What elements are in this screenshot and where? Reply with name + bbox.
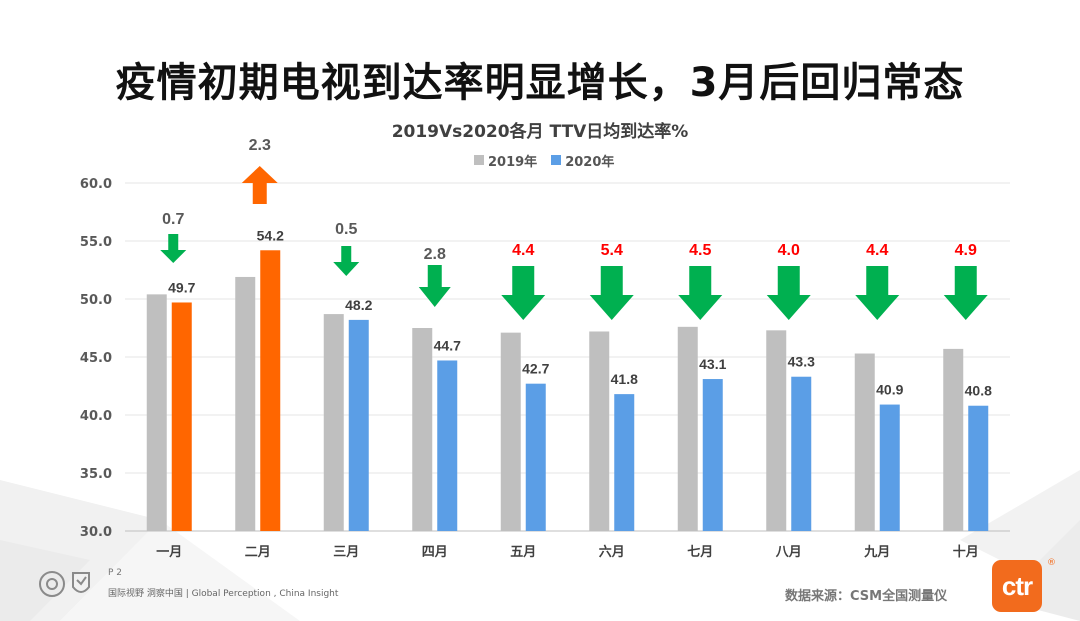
legend-item-2020: 2020年 bbox=[551, 151, 614, 170]
bar-2020 bbox=[171, 302, 192, 531]
bar-2020 bbox=[525, 383, 546, 531]
y-tick-label: 40.0 bbox=[80, 409, 112, 424]
x-tick-label: 一月 bbox=[156, 545, 182, 560]
data-label: 44.7 bbox=[434, 337, 461, 353]
data-label: 40.8 bbox=[965, 383, 992, 399]
data-label: 54.2 bbox=[257, 227, 284, 243]
x-tick-label: 二月 bbox=[245, 545, 271, 560]
bar-2019 bbox=[677, 326, 698, 531]
y-tick-label: 30.0 bbox=[80, 525, 112, 540]
arrow-down-icon bbox=[766, 266, 811, 320]
arrow-up-icon bbox=[241, 166, 278, 204]
arrow-down-icon bbox=[501, 266, 546, 320]
arrow-down-icon bbox=[589, 266, 634, 320]
x-tick-label: 九月 bbox=[863, 545, 890, 560]
x-tick-label: 七月 bbox=[687, 545, 713, 560]
page-number: P 2 bbox=[108, 568, 123, 578]
data-label: 49.7 bbox=[168, 279, 195, 295]
x-tick-label: 六月 bbox=[599, 544, 625, 560]
change-label: 2.3 bbox=[249, 137, 271, 154]
certification-logo bbox=[39, 571, 90, 597]
data-label: 48.2 bbox=[345, 297, 372, 313]
change-label: 4.4 bbox=[512, 242, 534, 259]
bar-2020 bbox=[260, 250, 281, 531]
bar-2019 bbox=[323, 314, 344, 531]
data-label: 40.9 bbox=[876, 382, 903, 398]
arrow-down-icon bbox=[160, 234, 187, 263]
footer-slogan: 国际视野 洞察中国 | Global Perception , China In… bbox=[108, 589, 339, 599]
arrow-down-icon bbox=[418, 265, 451, 307]
bar-2019 bbox=[766, 330, 787, 531]
chart-legend: 2019年 2020年 bbox=[474, 151, 614, 170]
legend-label-2020: 2020年 bbox=[565, 154, 615, 170]
change-label: 4.0 bbox=[778, 242, 800, 259]
legend-swatch-2019 bbox=[474, 155, 484, 165]
arrow-down-icon bbox=[943, 266, 988, 320]
change-label: 0.7 bbox=[162, 211, 184, 228]
bar-2019 bbox=[500, 332, 521, 531]
chart-title: 2019Vs2020各月 TTV日均到达率% bbox=[391, 122, 689, 142]
bar-2019 bbox=[943, 348, 964, 531]
change-label: 4.4 bbox=[866, 242, 888, 259]
change-label: 2.8 bbox=[424, 246, 446, 263]
arrow-down-icon bbox=[678, 266, 723, 320]
data-label: 43.3 bbox=[788, 354, 815, 370]
change-label: 4.5 bbox=[689, 242, 711, 259]
bar-2020 bbox=[791, 376, 812, 531]
legend-swatch-2020 bbox=[551, 155, 562, 165]
arrow-down-icon bbox=[333, 246, 360, 276]
registered-mark: ® bbox=[1047, 558, 1056, 568]
bar-2020 bbox=[614, 394, 635, 531]
y-tick-label: 45.0 bbox=[80, 351, 112, 366]
ctr-logo: ctr bbox=[992, 560, 1042, 612]
bar-2019 bbox=[412, 328, 433, 531]
bar-2020 bbox=[437, 360, 458, 531]
y-tick-label: 50.0 bbox=[80, 293, 112, 308]
x-tick-label: 四月 bbox=[422, 545, 448, 560]
x-tick-label: 十月 bbox=[953, 544, 979, 560]
bar-2020 bbox=[968, 405, 989, 531]
bar-2019 bbox=[854, 353, 875, 531]
change-label: 5.4 bbox=[601, 242, 623, 259]
data-label: 42.7 bbox=[522, 361, 549, 377]
brand-text: ctr bbox=[1001, 570, 1033, 601]
page-title: 疫情初期电视到达率明显增长，3月后回归常态 bbox=[115, 60, 965, 106]
bar-2019 bbox=[589, 331, 610, 531]
y-tick-label: 55.0 bbox=[80, 235, 112, 250]
bar-2019 bbox=[146, 294, 167, 531]
x-tick-label: 三月 bbox=[333, 545, 359, 560]
y-tick-label: 35.0 bbox=[80, 467, 112, 482]
legend-item-2019: 2019年 bbox=[474, 151, 537, 170]
x-tick-label: 五月 bbox=[510, 545, 536, 560]
bar-2020 bbox=[702, 379, 723, 531]
data-label: 41.8 bbox=[611, 371, 638, 387]
bar-2019 bbox=[235, 276, 256, 531]
data-source: 数据来源：CSM全国测量仪 bbox=[785, 589, 948, 604]
x-tick-label: 八月 bbox=[775, 545, 802, 560]
change-label: 0.5 bbox=[335, 221, 357, 238]
data-label: 43.1 bbox=[699, 356, 726, 372]
arrow-down-icon bbox=[855, 266, 900, 320]
bar-2020 bbox=[348, 319, 369, 531]
y-tick-label: 60.0 bbox=[80, 177, 112, 192]
bar-2020 bbox=[879, 404, 900, 531]
legend-label-2019: 2019年 bbox=[488, 154, 538, 170]
change-label: 4.9 bbox=[955, 242, 977, 259]
